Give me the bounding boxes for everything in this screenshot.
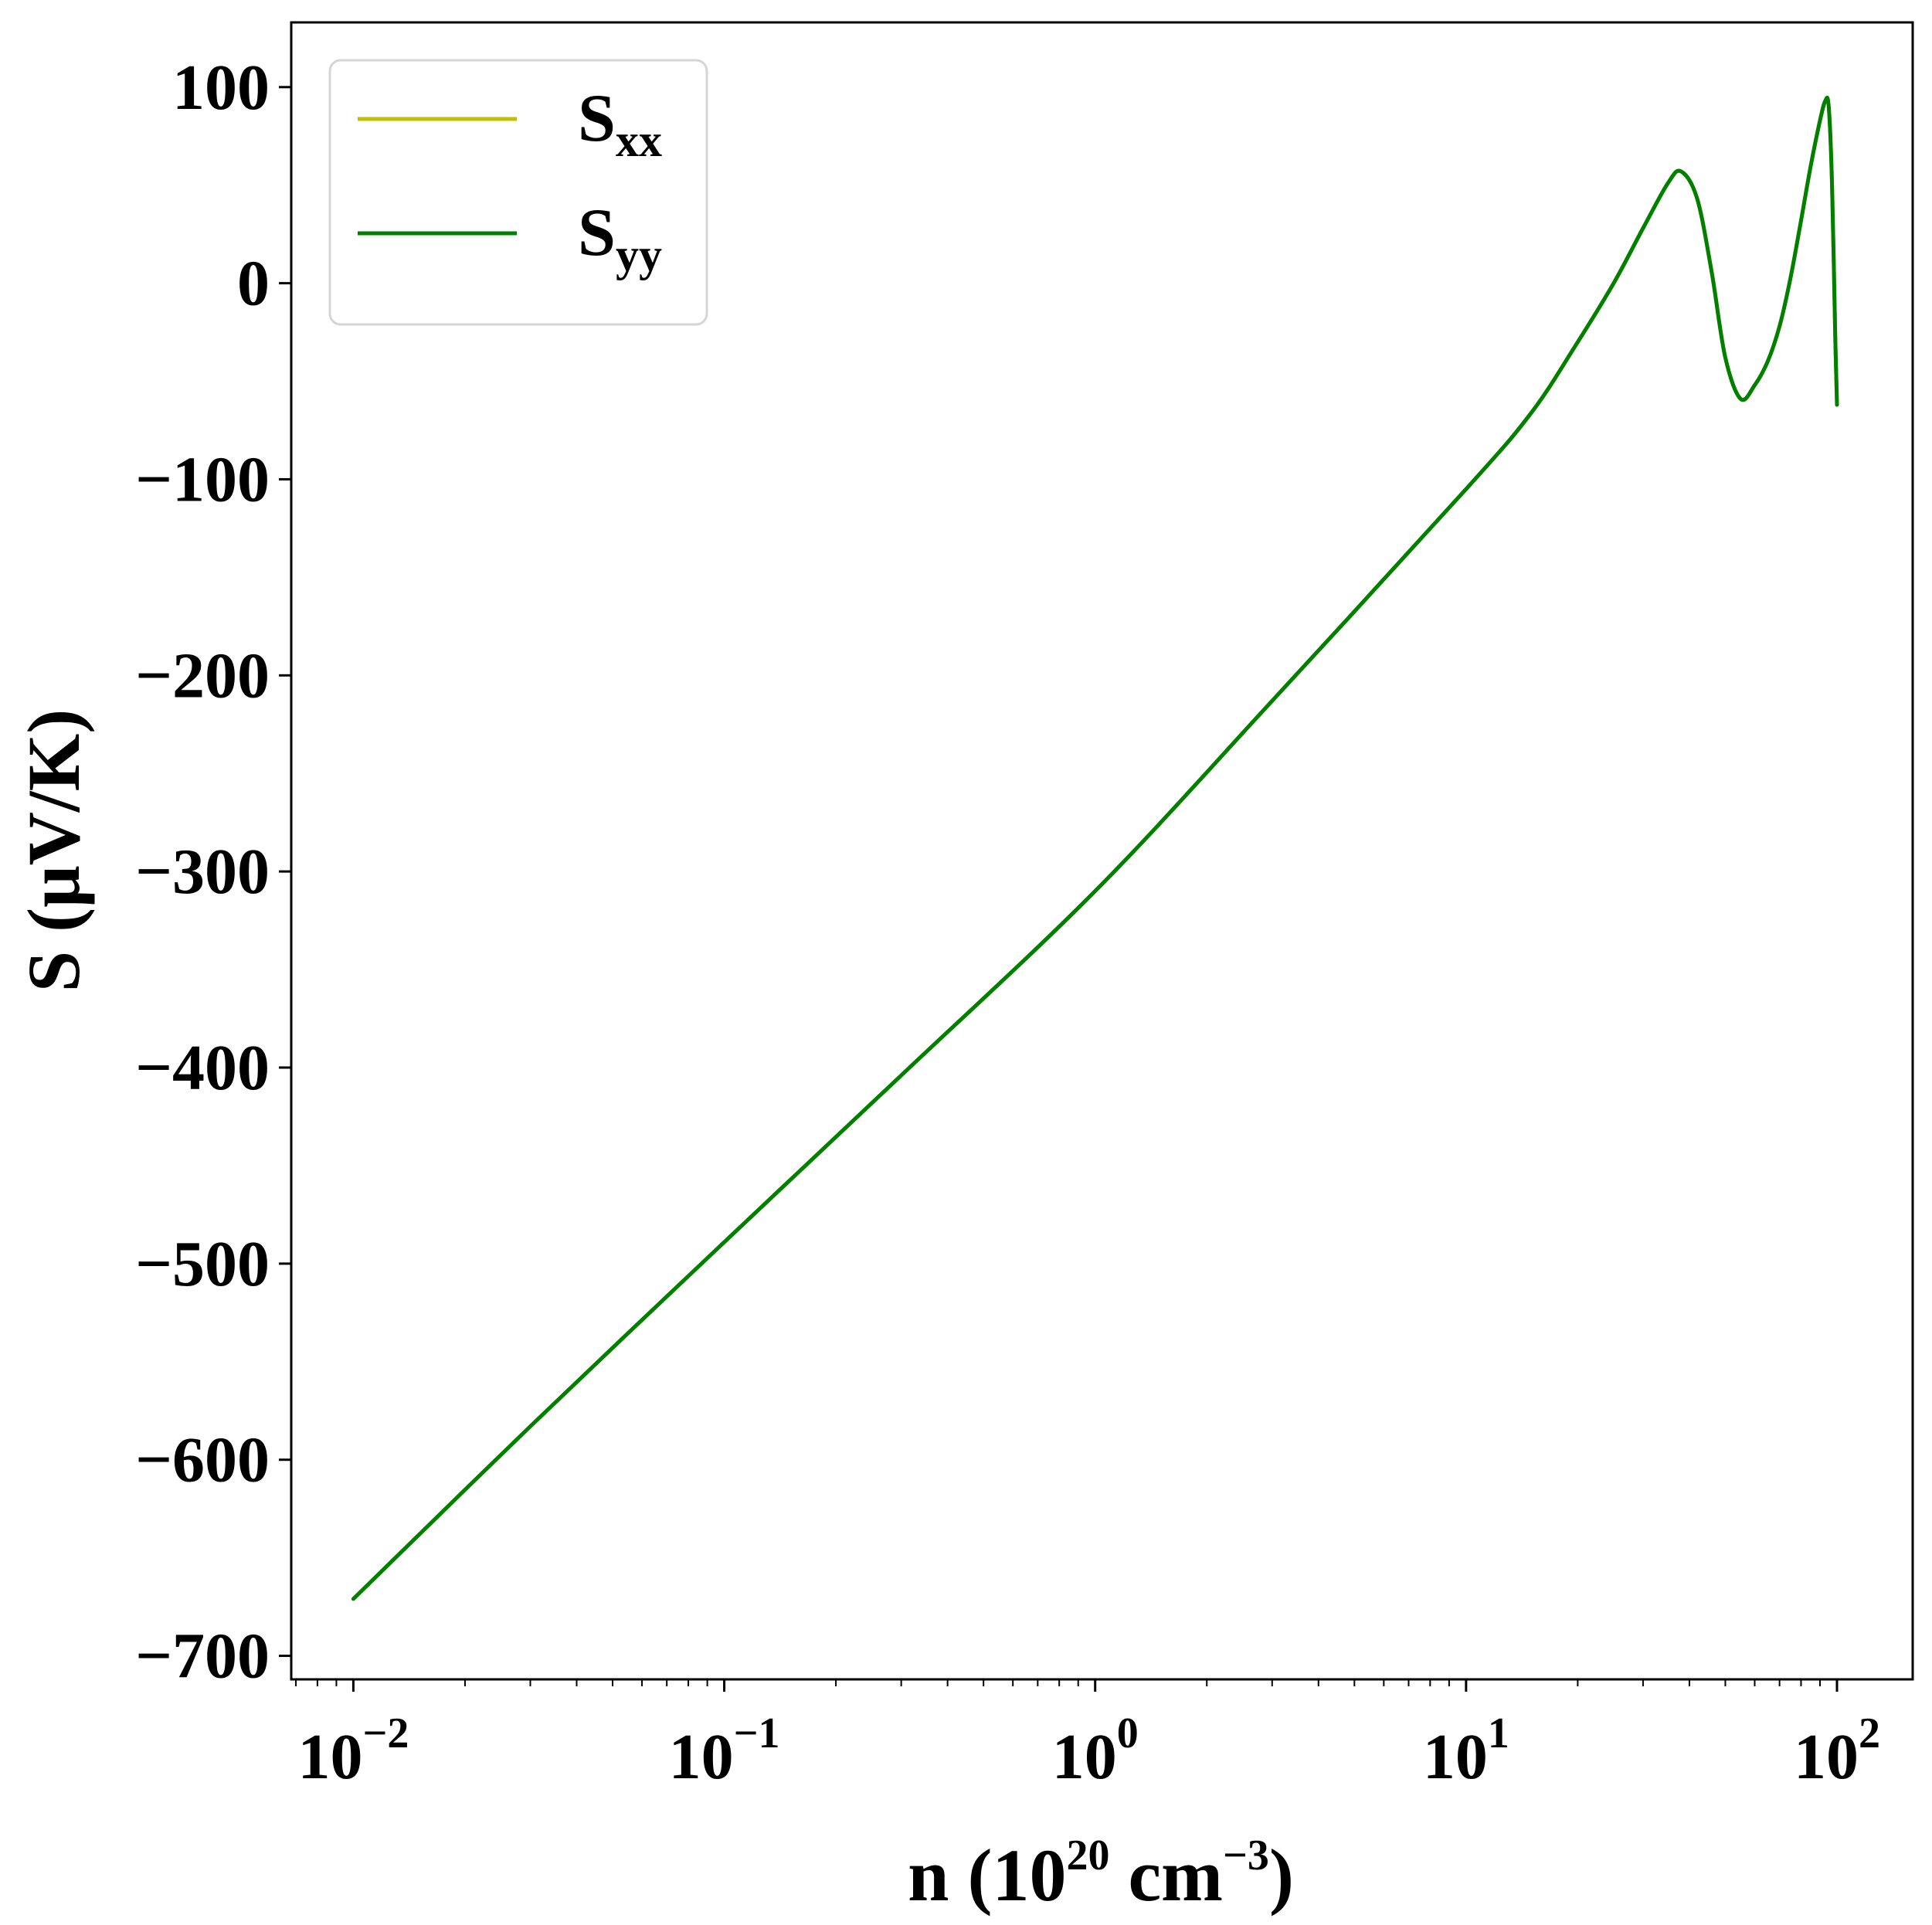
legend-label-sxx-main: S [578,81,616,156]
x-tick-label: 102 [1794,1709,1880,1793]
x-tick-label-exp: −2 [362,1709,409,1757]
x-tick-label: 100 [1052,1709,1139,1793]
x-tick-label-exp: −1 [734,1709,780,1757]
y-tick-label: −200 [135,640,270,711]
x-tick-label-base: 10 [297,1721,362,1793]
series-layer [351,95,1839,1601]
series-line-syy [351,95,1839,1601]
x-tick-label: 10−1 [669,1709,780,1793]
y-tick-label: 100 [172,52,270,124]
x-tick-label-exp: 2 [1859,1709,1880,1757]
legend-box [328,59,708,326]
x-tick-label: 101 [1423,1709,1509,1793]
x-tick-label-exp: 1 [1488,1709,1509,1757]
y-tick-label: −100 [135,443,270,515]
x-axis-label-exp2: −3 [1223,1832,1269,1879]
plot-frame [290,21,1914,1681]
x-tick-label: 10−2 [297,1709,409,1793]
y-tick-label: −600 [135,1424,270,1496]
y-tick-label: 0 [237,248,270,320]
legend-label-syy-sub: yy [616,229,662,280]
legend-label-sxx-sub: xx [616,115,662,166]
x-tick-label-base: 10 [669,1721,734,1793]
y-axis-label: S (μV/K) [12,709,95,992]
x-axis-label-base: n (10 [908,1834,1066,1917]
y-tick-label: −700 [135,1621,270,1692]
y-tick-label: −500 [135,1228,270,1300]
x-tick-label-base: 10 [1423,1721,1488,1793]
x-axis-label-mid: cm [1109,1834,1223,1917]
legend-label-sxx: Sxx [578,81,662,166]
legend-label-syy-main: S [578,195,616,270]
y-tick-label: −400 [135,1032,270,1104]
x-tick-label-base: 10 [1794,1721,1859,1793]
x-tick-label-base: 10 [1052,1721,1117,1793]
x-axis-label-exp: 20 [1066,1832,1109,1879]
x-axis-label-end: ) [1269,1834,1294,1917]
x-axis-label: n (1020 cm−3) [908,1832,1294,1917]
legend-label-syy: Syy [578,195,662,280]
legend: Sxx Syy [328,59,708,326]
x-tick-label-exp: 0 [1117,1709,1139,1757]
y-tick-label: −300 [135,836,270,908]
